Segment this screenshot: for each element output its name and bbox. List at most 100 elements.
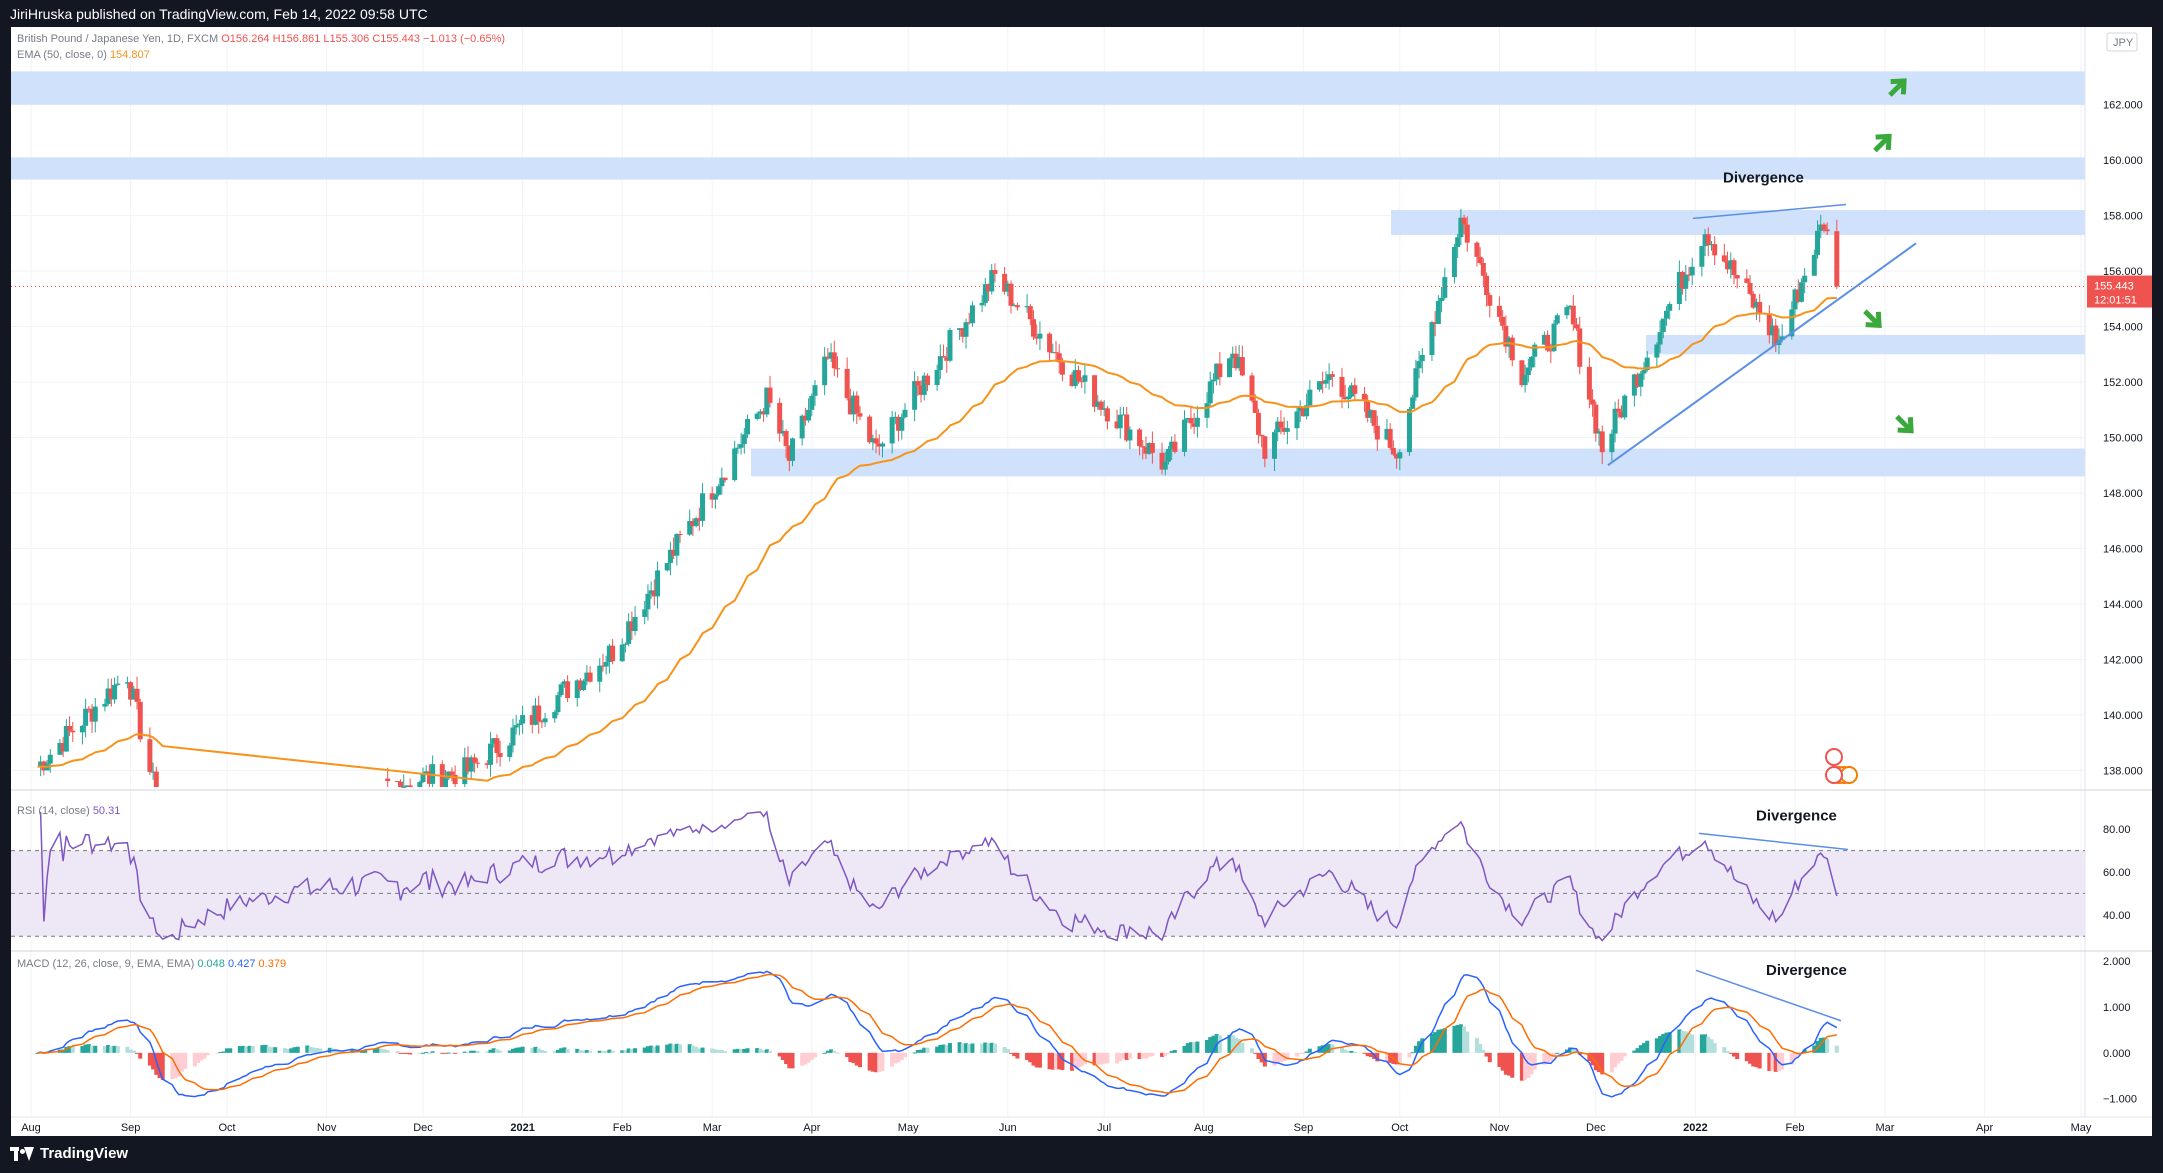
candle-body: [1686, 274, 1692, 276]
macd-hist-bar: [649, 1045, 654, 1053]
macd-hist-bar: [154, 1052, 159, 1075]
candle-body: [1259, 434, 1265, 437]
macd-hist-bar: [1327, 1044, 1332, 1053]
candle-body: [722, 477, 728, 481]
candle-body: [92, 706, 98, 722]
macd-hist-bar: [620, 1050, 625, 1053]
macd-hist-bar: [1500, 1052, 1505, 1071]
macd-hist-bar: [1143, 1052, 1148, 1059]
chart-area[interactable]: Divergence British Pound / Japanese Yen, …: [11, 27, 2152, 1136]
candle-body: [1654, 344, 1660, 358]
candle-body: [1708, 244, 1714, 246]
arrow-icon: [1873, 133, 1892, 153]
macd-hist-bar: [623, 1050, 628, 1053]
candle-body: [513, 725, 519, 728]
macd-hist-bar: [424, 1051, 429, 1053]
macd-hist-bar: [1253, 1052, 1258, 1054]
macd-hist-bar: [1163, 1052, 1168, 1057]
candle-body: [844, 369, 850, 399]
countdown-label: 12:01:51: [2094, 295, 2137, 307]
candle-body: [404, 785, 410, 787]
macd-hist-bar: [465, 1051, 470, 1053]
x-tick-label: Dec: [413, 1122, 433, 1134]
candle-body: [57, 742, 63, 755]
macd-hist-bar: [1478, 1043, 1483, 1053]
x-tick-label: Oct: [218, 1122, 235, 1134]
macd-hist-bar: [1272, 1052, 1277, 1066]
divergence-label-rsi: Divergence: [1756, 808, 1837, 825]
macd-hist-bar: [922, 1047, 927, 1053]
event-icon: [1840, 766, 1858, 784]
candle-body: [1667, 304, 1673, 311]
candle-body: [1165, 448, 1171, 462]
macd-hist-bar: [469, 1050, 474, 1053]
candle-body: [1413, 368, 1419, 398]
macd-hist-bar: [1542, 1052, 1547, 1065]
macd-hist-bar: [674, 1043, 679, 1053]
candle-body: [1365, 400, 1371, 418]
candle-body: [60, 742, 66, 752]
candle-body: [1699, 246, 1705, 267]
macd-hist-bar: [1115, 1052, 1120, 1064]
candle-body: [992, 270, 998, 274]
macd-hist-bar: [90, 1045, 95, 1053]
macd-hist-bar: [1722, 1047, 1727, 1053]
candle-body: [1702, 234, 1708, 247]
macd-hist-bar: [382, 1049, 387, 1053]
macd-hist-bar: [777, 1052, 782, 1057]
macd-hist-bar: [874, 1052, 879, 1073]
macd-hist-bar: [176, 1052, 181, 1077]
macd-hist-bar: [1683, 1031, 1688, 1053]
macd-hist-bar: [829, 1049, 834, 1053]
macd-hist-bar: [115, 1046, 120, 1053]
y-tick-label: 144.000: [2103, 599, 2143, 611]
macd-hist-bar: [395, 1051, 400, 1053]
macd-hist-bar: [1439, 1029, 1444, 1053]
macd-hist-bar: [1098, 1052, 1103, 1065]
candle-body: [1660, 318, 1666, 333]
macd-hist-bar: [292, 1047, 297, 1053]
candle-body: [449, 771, 455, 775]
macd-hist-bar: [1548, 1052, 1553, 1062]
candle-body: [969, 305, 975, 324]
time-axis: Aug Sep Oct Nov Dec 2021 Feb Mar Apr May Jun Jul Aug…: [11, 1116, 2152, 1134]
macd-hist-bar: [1632, 1050, 1637, 1053]
macd-hist-bar: [1725, 1051, 1730, 1053]
candle-body: [1011, 305, 1017, 307]
macd-hist-bar: [600, 1050, 605, 1053]
footer[interactable]: TradingView: [10, 1140, 128, 1168]
candle-body: [1191, 423, 1197, 427]
macd-hist-bar: [1005, 1048, 1010, 1053]
macd-hist-bar: [273, 1047, 278, 1053]
candle-body: [1442, 277, 1448, 298]
candle-body: [1596, 431, 1602, 434]
macd-hist-bar: [941, 1044, 946, 1053]
macd-hist-bar: [70, 1046, 75, 1053]
macd-hist-bar: [138, 1052, 143, 1059]
candle-body: [1185, 418, 1191, 420]
macd-hist-bar: [443, 1052, 448, 1054]
candle-body: [629, 621, 635, 632]
candle-body: [1059, 362, 1065, 375]
macd-hist-bar: [205, 1052, 210, 1056]
macd-hist-bar: [1070, 1052, 1075, 1071]
candle-body: [561, 681, 567, 685]
chart-svg[interactable]: Divergence British Pound / Japanese Yen, …: [11, 27, 2152, 1136]
macd-hist-bar: [334, 1049, 339, 1053]
macd-hist-bar: [376, 1048, 381, 1053]
candle-body: [1239, 357, 1245, 376]
macd-hist-bar: [629, 1048, 634, 1053]
macd-hist-bar: [1507, 1052, 1512, 1076]
candle-body: [1304, 405, 1310, 417]
candle-body: [1551, 323, 1557, 351]
candle-body: [587, 672, 593, 682]
macd-hist-bar: [128, 1049, 133, 1053]
candle-body: [1079, 381, 1085, 383]
macd-hist-bar: [1462, 1026, 1467, 1053]
candle-body: [1728, 260, 1734, 270]
macd-hist-bar: [199, 1052, 204, 1061]
candle-body: [1631, 374, 1637, 396]
macd-hist-bar: [170, 1052, 175, 1080]
zone-band: [1646, 334, 2085, 355]
macd-hist-bar: [1767, 1052, 1772, 1071]
